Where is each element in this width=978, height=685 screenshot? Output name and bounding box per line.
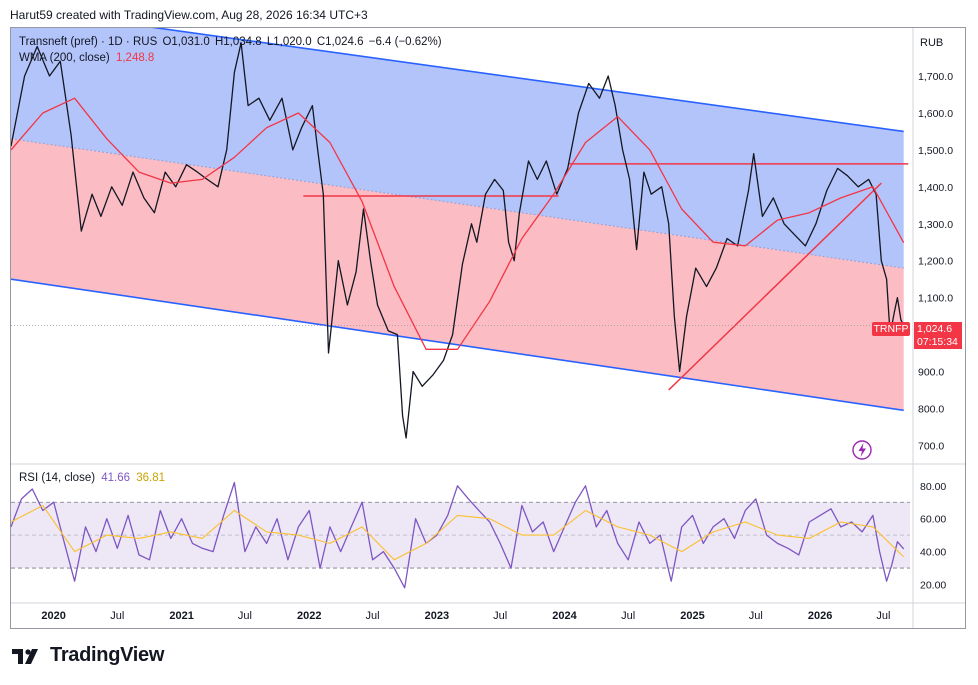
symbol-name[interactable]: Transneft (pref) · 1D · RUS [19,36,158,48]
rsi-value: 41.66 [101,472,131,484]
rsi-axis-tick: 40.00 [920,547,946,559]
time-axis-tick: Jul [749,610,763,622]
time-axis-tick: 2026 [808,610,832,622]
symbol-legend[interactable]: Transneft (pref) · 1D · RUS O1,031.0 H1,… [19,36,442,48]
ohlc-high: H1,034.8 [214,36,262,48]
rsi-legend[interactable]: RSI (14, close) 41.66 36.81 [19,472,165,484]
last-price-label: 1,024.6 [914,322,962,336]
rsi-series-line [10,481,905,589]
wma-value: 1,248.8 [115,52,155,64]
tradingview-logo[interactable]: TradingView [12,644,164,667]
wma-legend[interactable]: WMA (200, close) 1,248.8 [19,52,154,64]
trendline [668,182,882,391]
time-axis-tick: 2021 [169,610,193,622]
time-axis-tick: 2025 [680,610,704,622]
rsi-axis-tick: 20.00 [920,580,946,592]
rsi-axis-tick: 60.00 [920,514,946,526]
time-axis-tick: Jul [366,610,380,622]
price-axis-currency: RUB [920,37,943,49]
time-axis-tick: Jul [493,610,507,622]
price-axis-tick: 1,200.0 [918,256,953,268]
channel-upper-line [151,28,904,133]
wma-series-line [11,97,905,350]
price-axis-tick: 1,600.0 [918,108,953,120]
created-by-header: Harut59 created with TradingView.com, Au… [10,8,368,22]
price-axis-tick: 800.0 [918,403,944,415]
wma-label[interactable]: WMA (200, close) [19,52,110,64]
ohlc-change: −6.4 (−0.62%) [368,36,442,48]
lightning-icon [858,443,866,457]
time-axis-tick: Jul [876,610,890,622]
time-axis-tick: Jul [238,610,252,622]
rsi-axis-tick: 80.00 [920,481,946,493]
rsi-label[interactable]: RSI (14, close) [19,472,96,484]
ohlc-open: O1,031.0 [162,36,210,48]
time-axis-tick: 2020 [41,610,65,622]
rsi-ma-value: 36.81 [136,472,166,484]
lightning-circle-icon [852,440,872,460]
ohlc-close: C1,024.6 [316,36,364,48]
time-axis-tick: Jul [110,610,124,622]
time-axis-tick: 2024 [552,610,577,622]
price-series-line [11,42,905,439]
price-axis-tick: 1,100.0 [918,293,953,305]
time-axis-tick: Jul [621,610,635,622]
price-axis-tick: 900.0 [918,367,944,379]
price-axis-tick: 700.0 [918,440,944,452]
tradingview-logo-icon [12,648,38,664]
price-axis-tick: 1,400.0 [918,182,953,194]
rsi-ma-series-line [10,504,905,561]
price-axis-tick: 1,500.0 [918,145,953,157]
ohlc-low: L1,020.0 [266,36,312,48]
time-axis-tick: 2023 [425,610,449,622]
price-axis-tick: 1,700.0 [918,71,953,83]
channel-lower-zone [11,138,904,411]
ticker-badge: TRNFP [872,322,910,336]
bar-countdown: 07:15:34 [914,336,962,349]
price-axis-tick: 1,300.0 [918,219,953,231]
channel-lower-line [11,278,904,412]
tradingview-logo-text: TradingView [50,644,165,666]
time-axis-tick: 2022 [297,610,321,622]
